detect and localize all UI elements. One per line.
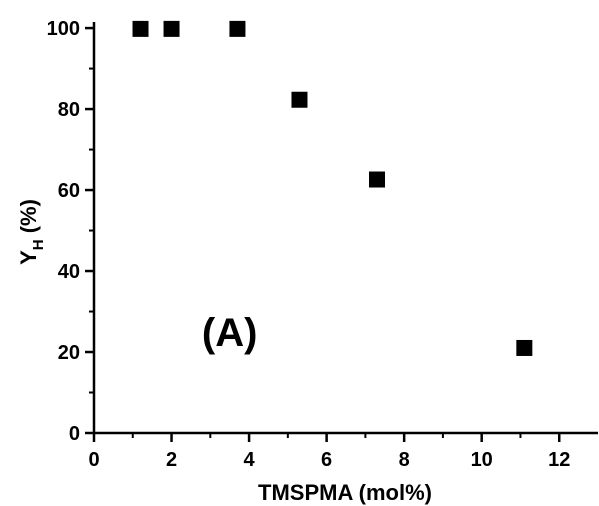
data-point [369,171,386,188]
y-tick-label: 40 [58,261,80,283]
y-tick-label: 100 [47,18,80,40]
y-axis-title-unit: (%) [16,199,41,239]
x-tick-label: 6 [321,449,332,471]
y-tick-label: 20 [58,342,80,364]
x-axis-title: TMSPMA (mol%) [258,480,432,505]
data-point [132,20,149,37]
panel-label: (A) [202,311,258,355]
x-tick-label: 12 [548,449,570,471]
y-axis-title: YH (%) [16,199,47,265]
x-tick-label: 8 [399,449,410,471]
y-tick-label: 60 [58,180,80,202]
x-tick-label: 0 [88,449,99,471]
data-point [229,20,246,37]
x-tick-label: 4 [244,449,256,471]
y-tick-label: 0 [69,423,80,445]
data-point [516,339,533,356]
data-point [291,91,308,108]
x-axis: 0 2 4 6 8 10 12 [88,431,598,471]
x-tick-label: 10 [471,449,493,471]
y-axis-title-sub: H [30,239,47,250]
y-axis: 0 20 40 60 80 100 [47,18,96,445]
y-axis-title-main: Y [16,250,41,265]
data-points [132,20,533,356]
x-tick-label: 2 [166,449,177,471]
data-point [163,20,180,37]
y-tick-label: 80 [58,99,80,121]
